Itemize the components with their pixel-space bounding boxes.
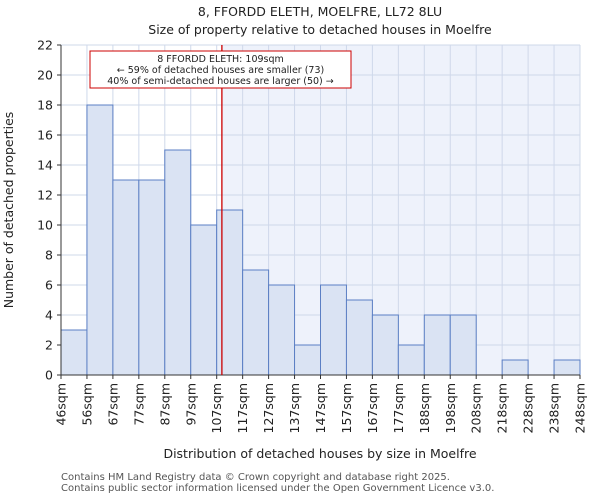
y-tick-label: 18 — [37, 98, 53, 113]
x-tick-label-97sqm: 97sqm — [183, 383, 198, 426]
y-tick-label: 2 — [45, 338, 53, 353]
bar-127sqm — [268, 284, 296, 376]
footer-line-1: Contains HM Land Registry data © Crown c… — [61, 472, 450, 483]
x-tick-label-238sqm: 238sqm — [547, 383, 562, 433]
x-axis-label: Distribution of detached houses by size … — [163, 446, 476, 461]
x-tick-label-117sqm: 117sqm — [235, 383, 250, 433]
annotation-line-2: ← 59% of detached houses are smaller (73… — [117, 65, 324, 76]
y-tick-label: 12 — [37, 188, 53, 203]
bar-56sqm — [86, 104, 114, 376]
y-tick-label: 20 — [37, 68, 53, 83]
bar-238sqm — [553, 359, 581, 376]
x-tick-label-157sqm: 157sqm — [339, 383, 354, 433]
bar-137sqm — [294, 344, 321, 376]
bar-67sqm — [112, 179, 140, 376]
footer-line-2: Contains public sector information licen… — [61, 483, 495, 494]
x-tick-label-56sqm: 56sqm — [79, 383, 94, 426]
y-tick-label: 14 — [37, 158, 53, 173]
chart-subtitle: Size of property relative to detached ho… — [148, 22, 492, 37]
x-tick-label-77sqm: 77sqm — [131, 383, 146, 426]
bar-198sqm — [449, 314, 477, 376]
x-tick-label-248sqm: 248sqm — [573, 383, 588, 433]
annotation-line-1: 8 FFORDD ELETH: 109sqm — [157, 54, 284, 65]
plot-area: 0 2 4 6 8 10 12 14 16 18 20 22 46sqm 56sqm 67sqm 77sqm 8… — [37, 38, 587, 434]
y-tick-label: 0 — [45, 368, 53, 383]
y-tick-label: 4 — [45, 308, 53, 323]
y-axis-label: Number of detached properties — [1, 112, 16, 309]
bar-117sqm — [242, 269, 270, 376]
x-tick-label-167sqm: 167sqm — [365, 383, 380, 433]
bar-46sqm — [60, 329, 88, 376]
bar-157sqm — [345, 299, 373, 376]
x-tick-label-137sqm: 137sqm — [287, 383, 302, 433]
y-tick-label: 8 — [45, 248, 53, 263]
x-tick-label-107sqm: 107sqm — [209, 383, 224, 433]
x-tick-label-67sqm: 67sqm — [105, 383, 120, 426]
y-tick-label: 16 — [37, 128, 53, 143]
bar-167sqm — [371, 314, 399, 376]
annotation-box — [89, 50, 352, 89]
x-tick-label-177sqm: 177sqm — [391, 383, 406, 433]
y-tick-label: 10 — [37, 218, 53, 233]
chart-title: 8, FFORDD ELETH, MOELFRE, LL72 8LU — [198, 4, 442, 19]
bar-107sqm — [216, 209, 244, 376]
annotation-line-3: 40% of semi-detached houses are larger (… — [107, 76, 334, 87]
x-tick-label-198sqm: 198sqm — [443, 383, 458, 433]
x-tick-label-188sqm: 188sqm — [417, 383, 432, 433]
x-tick-label-87sqm: 87sqm — [157, 383, 172, 426]
y-tick-label: 22 — [37, 38, 53, 53]
y-tick-label: 6 — [45, 278, 53, 293]
x-tick-label-228sqm: 228sqm — [521, 383, 536, 433]
x-tick-label-147sqm: 147sqm — [313, 383, 328, 433]
bar-188sqm — [423, 314, 451, 376]
x-tick-label-208sqm: 208sqm — [469, 383, 484, 433]
x-tick-label-218sqm: 218sqm — [495, 383, 510, 433]
bar-147sqm — [320, 284, 347, 376]
bar-97sqm — [190, 224, 218, 376]
x-tick-label-127sqm: 127sqm — [261, 383, 276, 433]
bar-87sqm — [164, 149, 192, 376]
bar-177sqm — [397, 344, 425, 376]
bar-218sqm — [501, 359, 529, 376]
x-tick-label-46sqm: 46sqm — [54, 383, 69, 426]
bar-77sqm — [138, 179, 166, 376]
